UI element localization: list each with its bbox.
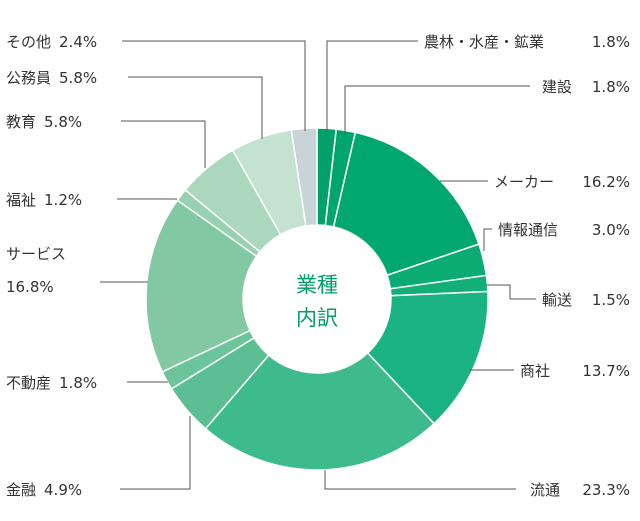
slice-label-1: 建設	[542, 78, 572, 96]
slice-value-3: 3.0%	[592, 221, 630, 239]
leader-line-13	[122, 40, 306, 131]
slice-value-7: 4.9%	[44, 481, 82, 499]
slice-value-5: 13.7%	[582, 362, 630, 380]
slice-label-13: その他	[6, 33, 51, 51]
slice-label-12: 公務員	[6, 69, 51, 87]
slice-value-11: 5.8%	[44, 113, 82, 131]
slice-value-10: 1.2%	[44, 191, 82, 209]
leader-line-3	[483, 228, 492, 251]
leader-line-1	[344, 85, 530, 134]
slice-label-11: 教育	[6, 113, 36, 131]
slice-labels: 農林・水産・鉱業 1.8% 建設 1.8% メーカー 16.2% 情報通信 3.0% 輸送 1.5…	[6, 33, 630, 499]
slice-label-8: 不動産	[6, 374, 51, 392]
leader-line-4	[486, 284, 536, 300]
leader-line-6	[324, 470, 516, 490]
leader-line-7	[120, 416, 191, 490]
leader-lines	[100, 40, 536, 490]
center-title-line1: 業種	[296, 273, 338, 297]
slice-value-0: 1.8%	[592, 33, 630, 51]
slice-label-7: 金融	[6, 481, 36, 499]
slice-value-9: 16.8%	[6, 278, 54, 296]
center-title-line2: 内訳	[296, 306, 338, 330]
slice-value-4: 1.5%	[592, 291, 630, 309]
slice-value-13: 2.4%	[59, 33, 97, 51]
slice-label-6: 流通	[530, 481, 560, 499]
slice-value-8: 1.8%	[59, 374, 97, 392]
slice-label-9: サービス	[6, 245, 66, 263]
slice-value-1: 1.8%	[592, 78, 630, 96]
slice-label-5: 商社	[520, 362, 550, 380]
leader-line-0	[326, 40, 418, 131]
leader-line-11	[121, 120, 206, 168]
leader-line-12	[128, 76, 263, 139]
slice-13	[290, 127, 318, 227]
slice-5	[366, 290, 489, 425]
slice-label-0: 農林・水産・鉱業	[424, 33, 544, 51]
slice-label-4: 輸送	[542, 291, 572, 309]
slice-value-6: 23.3%	[582, 481, 630, 499]
slice-label-2: メーカー	[494, 173, 554, 191]
slice-2	[332, 131, 480, 277]
slice-label-10: 福祉	[6, 191, 36, 209]
slice-value-12: 5.8%	[59, 69, 97, 87]
slice-9	[145, 199, 258, 373]
slice-label-3: 情報通信	[498, 221, 558, 239]
slice-6	[204, 351, 436, 471]
slice-value-2: 16.2%	[582, 173, 630, 191]
donut-slices	[145, 127, 489, 471]
